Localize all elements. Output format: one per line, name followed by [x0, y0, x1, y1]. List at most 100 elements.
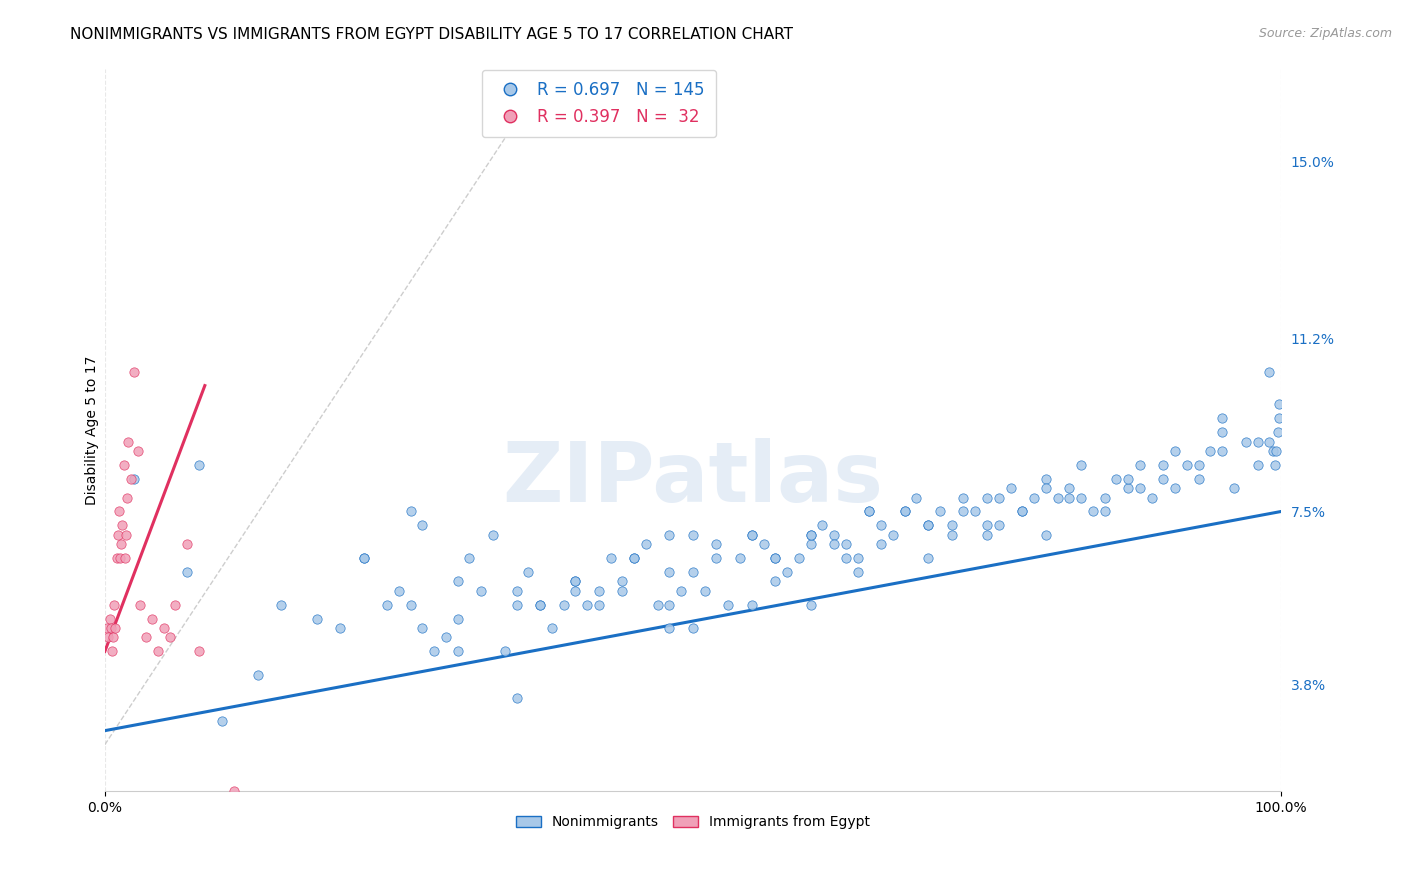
Text: Source: ZipAtlas.com: Source: ZipAtlas.com	[1258, 27, 1392, 40]
Point	[952, 491, 974, 505]
Point	[1116, 481, 1139, 495]
Point	[987, 518, 1010, 533]
Point	[1140, 491, 1163, 505]
Point	[1267, 411, 1289, 425]
Point	[176, 565, 198, 579]
Point	[728, 551, 751, 566]
Point	[540, 621, 562, 635]
Point	[634, 537, 657, 551]
Point	[741, 528, 763, 542]
Point	[135, 631, 157, 645]
Point	[305, 612, 328, 626]
Point	[110, 537, 132, 551]
Point	[1211, 411, 1233, 425]
Point	[858, 504, 880, 518]
Point	[823, 528, 845, 542]
Point	[458, 551, 481, 566]
Point	[188, 644, 211, 658]
Point	[224, 784, 246, 798]
Point	[141, 612, 163, 626]
Point	[741, 598, 763, 612]
Point	[1059, 491, 1081, 505]
Point	[115, 491, 138, 505]
Point	[1258, 365, 1281, 379]
Point	[107, 528, 129, 542]
Point	[706, 551, 728, 566]
Point	[976, 518, 998, 533]
Point	[905, 491, 928, 505]
Point	[1022, 491, 1045, 505]
Point	[120, 472, 142, 486]
Point	[1070, 491, 1092, 505]
Point	[882, 528, 904, 542]
Point	[1199, 443, 1222, 458]
Point	[1175, 458, 1198, 472]
Point	[564, 574, 586, 589]
Point	[1129, 458, 1152, 472]
Point	[682, 565, 704, 579]
Point	[270, 598, 292, 612]
Point	[159, 631, 181, 645]
Point	[1011, 504, 1033, 518]
Point	[658, 528, 681, 542]
Point	[987, 491, 1010, 505]
Point	[976, 528, 998, 542]
Point	[1258, 434, 1281, 449]
Point	[776, 565, 799, 579]
Point	[717, 598, 740, 612]
Point	[246, 667, 269, 681]
Point	[112, 458, 135, 472]
Point	[399, 598, 422, 612]
Point	[105, 551, 128, 566]
Point	[599, 551, 621, 566]
Point	[447, 574, 470, 589]
Point	[176, 537, 198, 551]
Point	[917, 518, 939, 533]
Point	[576, 598, 599, 612]
Point	[97, 631, 120, 645]
Text: ZIPatlas: ZIPatlas	[502, 438, 883, 519]
Point	[1265, 443, 1288, 458]
Point	[929, 504, 952, 518]
Point	[553, 598, 575, 612]
Point	[517, 565, 540, 579]
Point	[505, 598, 527, 612]
Point	[917, 518, 939, 533]
Point	[447, 612, 470, 626]
Point	[152, 621, 174, 635]
Point	[165, 598, 187, 612]
Point	[411, 518, 433, 533]
Point	[1094, 491, 1116, 505]
Point	[952, 504, 974, 518]
Point	[763, 574, 786, 589]
Point	[564, 583, 586, 598]
Point	[564, 574, 586, 589]
Point	[115, 528, 138, 542]
Point	[823, 537, 845, 551]
Point	[1264, 458, 1286, 472]
Point	[411, 621, 433, 635]
Point	[835, 537, 858, 551]
Point	[188, 458, 211, 472]
Point	[96, 621, 118, 635]
Legend: Nonimmigrants, Immigrants from Egypt: Nonimmigrants, Immigrants from Egypt	[510, 810, 876, 835]
Point	[1211, 425, 1233, 440]
Point	[1105, 472, 1128, 486]
Point	[787, 551, 810, 566]
Point	[146, 644, 169, 658]
Point	[1261, 443, 1284, 458]
Point	[388, 583, 411, 598]
Point	[706, 537, 728, 551]
Point	[1246, 458, 1268, 472]
Point	[917, 551, 939, 566]
Point	[846, 551, 869, 566]
Point	[741, 528, 763, 542]
Point	[647, 598, 669, 612]
Point	[1011, 504, 1033, 518]
Point	[1152, 472, 1174, 486]
Point	[941, 518, 963, 533]
Point	[623, 551, 645, 566]
Point	[1223, 481, 1246, 495]
Point	[129, 598, 152, 612]
Point	[588, 598, 610, 612]
